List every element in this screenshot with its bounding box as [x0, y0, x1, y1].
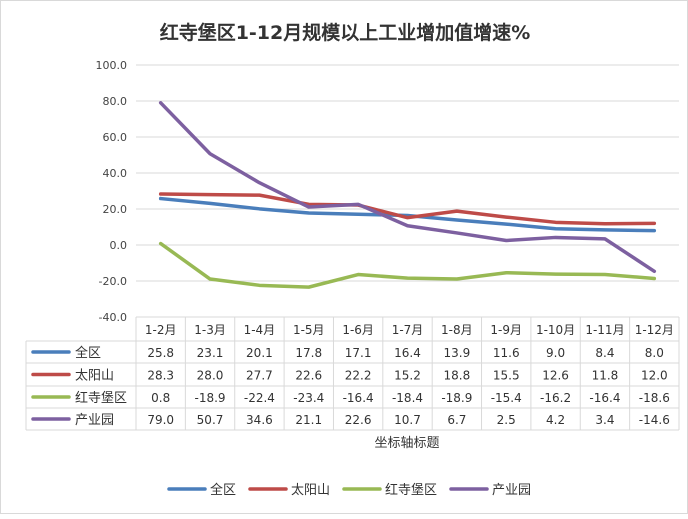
- data-label: 22.6: [295, 369, 322, 383]
- y-tick-label: -20.0: [99, 275, 127, 288]
- data-label: 50.7: [197, 413, 224, 427]
- data-label: 34.6: [246, 413, 273, 427]
- series-line-太阳山: [158, 192, 657, 226]
- data-label: 22.6: [345, 413, 372, 427]
- x-tick-label: 1-10月: [536, 323, 575, 337]
- data-label: 25.8: [147, 346, 174, 360]
- data-label: -16.4: [343, 391, 374, 405]
- data-label: -14.6: [639, 413, 670, 427]
- table-series-label: 产业园: [75, 413, 114, 428]
- data-label: 12.6: [542, 369, 569, 383]
- series-line-全区: [158, 196, 657, 233]
- data-label: 15.2: [394, 369, 421, 383]
- data-label: 3.4: [595, 413, 614, 427]
- chart-title: 红寺堡区1-12月规模以上工业增加值增速%: [160, 21, 531, 44]
- x-tick-label: 1-5月: [293, 323, 325, 337]
- data-label: 11.8: [592, 369, 619, 383]
- legend-label: 全区: [210, 482, 236, 498]
- data-label: -18.4: [392, 391, 423, 405]
- legend-label: 红寺堡区: [385, 482, 437, 498]
- data-label: -15.4: [491, 391, 522, 405]
- x-tick-label: 1-12月: [635, 323, 674, 337]
- y-tick-label: 40.0: [103, 167, 128, 180]
- data-label: -22.4: [244, 391, 275, 405]
- data-label: 13.9: [444, 346, 471, 360]
- data-label: 18.8: [444, 369, 471, 383]
- data-label: 21.1: [295, 413, 322, 427]
- data-label: 9.0: [546, 346, 565, 360]
- table-series-label: 红寺堡区: [75, 390, 127, 406]
- data-label: 15.5: [493, 369, 520, 383]
- x-tick-label: 1-7月: [392, 323, 424, 337]
- legend-label: 产业园: [492, 483, 531, 498]
- series-line-红寺堡区: [158, 241, 657, 289]
- series-line-产业园: [158, 101, 657, 274]
- data-label: 12.0: [641, 369, 668, 383]
- data-label: 8.0: [645, 346, 664, 360]
- data-label: -16.4: [589, 391, 620, 405]
- data-label: -18.6: [639, 391, 670, 405]
- data-label: -18.9: [441, 391, 472, 405]
- data-label: 27.7: [246, 369, 273, 383]
- data-label: -23.4: [293, 391, 324, 405]
- x-tick-label: 1-2月: [145, 323, 177, 337]
- data-label: 8.4: [595, 346, 614, 360]
- y-tick-label: -40.0: [99, 311, 127, 324]
- y-tick-label: 0.0: [110, 239, 128, 252]
- y-tick-label: 20.0: [103, 203, 128, 216]
- data-label: 10.7: [394, 413, 421, 427]
- x-tick-label: 1-8月: [441, 323, 473, 337]
- data-label: 2.5: [497, 413, 516, 427]
- data-label: 20.1: [246, 346, 273, 360]
- y-tick-label: 100.0: [96, 59, 128, 72]
- data-label: -18.9: [195, 391, 226, 405]
- x-axis-title: 坐标轴标题: [374, 436, 439, 451]
- data-label: 79.0: [147, 413, 174, 427]
- data-label: 6.7: [447, 413, 466, 427]
- data-label: 28.0: [197, 369, 224, 383]
- data-label: 22.2: [345, 369, 372, 383]
- x-tick-label: 1-9月: [490, 323, 522, 337]
- data-label: 4.2: [546, 413, 565, 427]
- x-tick-label: 1-11月: [585, 323, 624, 337]
- data-label: 17.1: [345, 346, 372, 360]
- data-label: 11.6: [493, 346, 520, 360]
- data-label: 23.1: [197, 346, 224, 360]
- y-tick-label: 60.0: [103, 131, 128, 144]
- data-label: 16.4: [394, 346, 421, 360]
- legend-label: 太阳山: [291, 483, 330, 498]
- data-label: 0.8: [151, 391, 170, 405]
- data-label: 28.3: [147, 369, 174, 383]
- table-series-label: 全区: [75, 345, 101, 361]
- x-tick-label: 1-6月: [342, 323, 374, 337]
- y-tick-label: 80.0: [103, 95, 128, 108]
- table-series-label: 太阳山: [75, 369, 114, 384]
- x-tick-label: 1-3月: [194, 323, 226, 337]
- data-label: -16.2: [540, 391, 571, 405]
- data-label: 17.8: [295, 346, 322, 360]
- x-tick-label: 1-4月: [244, 323, 276, 337]
